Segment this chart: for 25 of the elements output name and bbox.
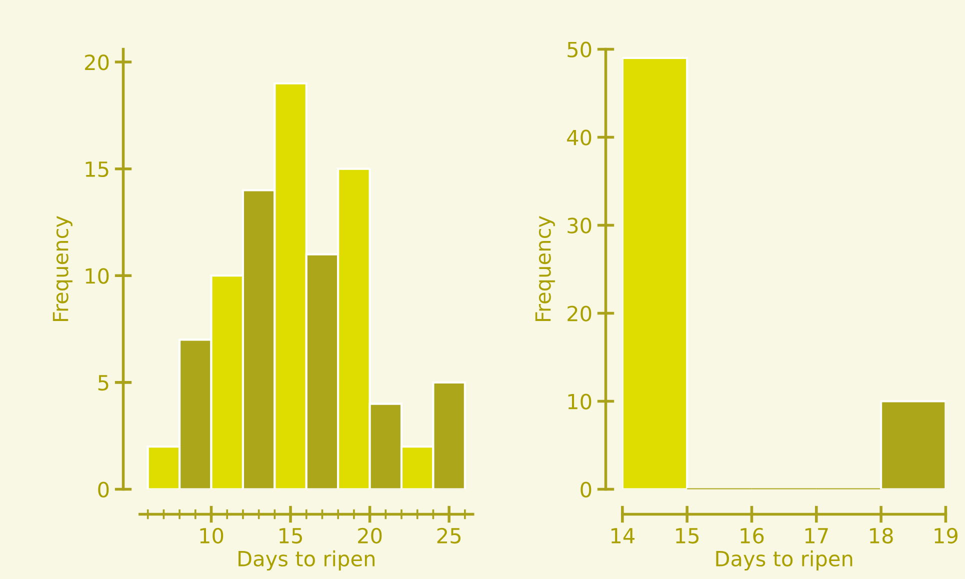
y-tick-label: 10: [568, 394, 592, 410]
x-tick-label: 15: [280, 528, 302, 544]
x-tick-label: 14: [611, 528, 635, 544]
y-tick-label: 20: [85, 54, 109, 70]
y-tick-label: 40: [567, 130, 592, 146]
y-tick-label: 50: [568, 42, 592, 58]
y-tick-label: 5: [98, 375, 108, 391]
x-tick-label: 16: [740, 528, 764, 544]
x-tick-label: 20: [358, 528, 382, 544]
x-tick-label: 25: [437, 528, 461, 544]
x-tick-label: 17: [805, 528, 828, 544]
y-tick-label: 10: [86, 268, 109, 284]
x-tick-label: 15: [676, 528, 699, 544]
y-axis-title: Frequency: [535, 216, 555, 322]
x-tick-label: 18: [870, 528, 893, 544]
y-tick-label: 0: [98, 482, 109, 498]
y-tick-label: 30: [568, 218, 592, 234]
y-axis-title: Frequency: [52, 216, 72, 322]
y-tick-label: 0: [580, 482, 592, 498]
x-axis-title: Days to ripen: [238, 550, 374, 571]
x-tick-label: 10: [200, 528, 224, 544]
x-axis-title: Days to ripen: [716, 550, 852, 571]
y-tick-label: 20: [568, 306, 592, 322]
y-tick-label: 15: [86, 162, 108, 178]
x-tick-label: 19: [934, 528, 958, 544]
